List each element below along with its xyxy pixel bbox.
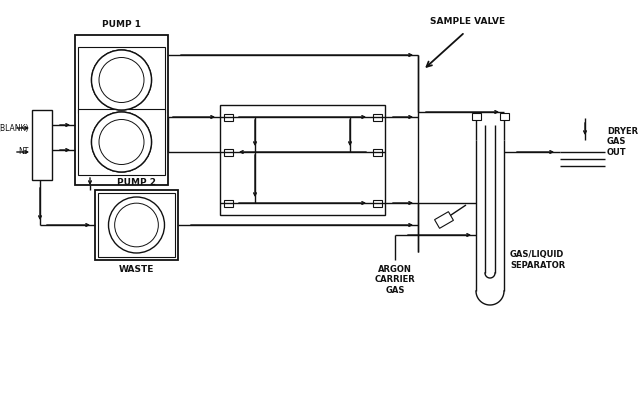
Bar (435, 212, 453, 228)
Text: SAMPLE VALVE: SAMPLE VALVE (430, 18, 505, 26)
Bar (95, 190, 178, 260)
Bar (32, 110, 52, 180)
Text: PUMP 1: PUMP 1 (102, 20, 141, 29)
Circle shape (92, 50, 152, 110)
Text: GAS/LIQUID
SEPARATOR: GAS/LIQUID SEPARATOR (510, 250, 565, 270)
Bar (372, 148, 381, 156)
Bar (98, 193, 175, 257)
Text: NT: NT (19, 148, 29, 156)
Bar (75, 35, 168, 185)
Text: (BLANK): (BLANK) (0, 124, 29, 132)
Text: DRYER
GAS
OUT: DRYER GAS OUT (607, 127, 638, 157)
Bar (472, 112, 481, 120)
Bar (223, 148, 232, 156)
Bar (223, 114, 232, 120)
Bar (499, 112, 509, 120)
Bar (372, 200, 381, 206)
Text: WASTE: WASTE (119, 265, 154, 274)
Circle shape (109, 197, 164, 253)
Circle shape (92, 112, 152, 172)
Circle shape (92, 50, 152, 110)
Bar (372, 114, 381, 120)
Text: ARGON
CARRIER
GAS: ARGON CARRIER GAS (374, 265, 415, 295)
Circle shape (92, 112, 152, 172)
Bar (78, 109, 165, 175)
Bar (220, 105, 385, 215)
Text: PUMP 2: PUMP 2 (117, 178, 156, 187)
Bar (78, 47, 165, 113)
Bar (223, 200, 232, 206)
